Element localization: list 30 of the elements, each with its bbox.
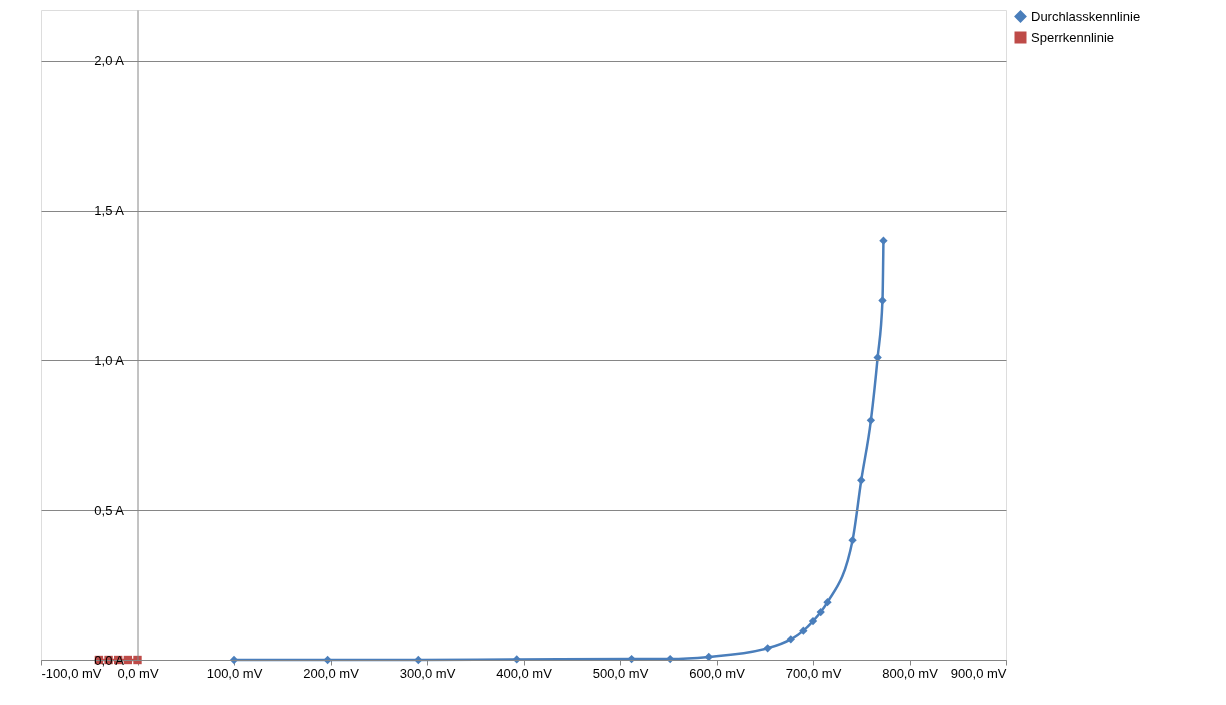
- x-tick-label: 500,0 mV: [592, 665, 649, 681]
- x-tick-label: 100,0 mV: [206, 665, 263, 681]
- point: [816, 607, 825, 617]
- x-tick-label: 200,0 mV: [303, 665, 360, 681]
- legend-label: Sperrkennlinie: [1031, 29, 1115, 45]
- point: [866, 416, 876, 425]
- point: [823, 598, 832, 607]
- x-tick-label: 900,0 mV: [950, 665, 1007, 681]
- x-tick-label: 0,0 mV: [117, 665, 159, 681]
- point: [786, 635, 795, 644]
- y-tick-label: 1,5 A: [94, 203, 125, 219]
- x-tick-label: -100,0 mV: [41, 665, 102, 681]
- point: [799, 626, 808, 635]
- point: [808, 616, 818, 626]
- x-tick-label: 700,0 mV: [785, 665, 842, 681]
- x-tick-label: 300,0 mV: [399, 665, 456, 681]
- point: [873, 353, 882, 362]
- y-tick-label: 0,5 A: [94, 502, 125, 518]
- point: [857, 476, 866, 485]
- point: [763, 644, 772, 653]
- point: [878, 296, 887, 305]
- x-tick-label: 400,0 mV: [496, 665, 553, 681]
- y-tick-label: 2,0 A: [94, 53, 125, 69]
- x-tick-label: 800,0 mV: [882, 665, 939, 681]
- legend-label: Durchlasskennlinie: [1031, 8, 1141, 24]
- point: [879, 236, 888, 245]
- point: [848, 536, 857, 545]
- x-tick-label: 600,0 mV: [689, 665, 746, 681]
- y-tick-label: 1,0 A: [94, 352, 125, 368]
- y-tick-label: 0,0 A: [94, 652, 125, 668]
